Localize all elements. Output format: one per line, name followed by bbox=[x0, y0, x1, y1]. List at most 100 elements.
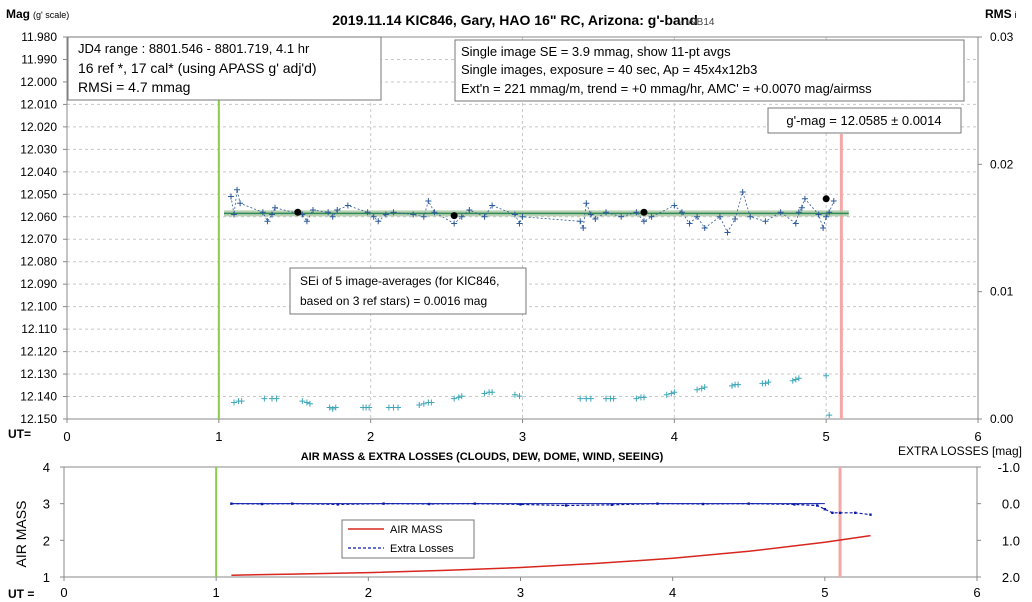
single-image-point bbox=[264, 218, 271, 225]
single-image-point bbox=[701, 225, 708, 231]
bottom-x-tick-label: 1 bbox=[213, 585, 220, 600]
top-y-tick-label: 12.090 bbox=[20, 277, 57, 291]
extra-losses-point bbox=[610, 503, 613, 506]
top-chart-version: - v9B14 bbox=[680, 17, 715, 28]
legend: AIR MASS Extra Losses bbox=[341, 519, 475, 559]
single-image-point bbox=[451, 220, 458, 227]
rms-point bbox=[306, 400, 313, 407]
rms-point bbox=[765, 379, 772, 386]
info-right-line-3: Ext'n = 221 mmag/m, trend = +0 mmag/hr, … bbox=[461, 81, 872, 96]
rms-point bbox=[735, 381, 742, 388]
single-image-point bbox=[603, 209, 610, 216]
top-x-tick-label: 5 bbox=[823, 429, 830, 444]
rms-point bbox=[451, 395, 458, 402]
top-x-tick-label: 1 bbox=[215, 429, 222, 444]
single-image-point bbox=[694, 213, 701, 220]
rms-point bbox=[823, 372, 830, 379]
single-image-point bbox=[648, 213, 655, 220]
bottom-x-tick-label: 2 bbox=[365, 585, 372, 600]
rms-point bbox=[792, 376, 799, 383]
legend-losses-label: Extra Losses bbox=[390, 543, 454, 555]
single-image-point bbox=[390, 209, 397, 216]
rms-point bbox=[273, 395, 280, 402]
top-x-axis-title: UT= bbox=[8, 427, 31, 441]
rms-point bbox=[701, 384, 708, 391]
single-image-point bbox=[795, 209, 802, 216]
average-point bbox=[450, 212, 458, 220]
single-image-point bbox=[420, 213, 427, 220]
top-y-tick-label: 12.150 bbox=[20, 412, 57, 426]
bottom-x-ticks: 0 1 2 3 4 5 6 bbox=[60, 577, 981, 600]
info-left-line-1: JD4 range : 8801.546 - 8801.719, 4.1 hr bbox=[78, 41, 310, 56]
single-image-point bbox=[587, 211, 594, 218]
top-y2-tick-label: 0.00 bbox=[990, 412, 1014, 426]
top-x-ticks: 0 1 2 3 4 5 6 bbox=[63, 419, 982, 444]
single-image-point bbox=[325, 209, 332, 216]
rms-point bbox=[329, 405, 336, 412]
info-right-line-2: Single images, exposure = 40 sec, Ap = 4… bbox=[461, 62, 757, 77]
bottom-y2-tick-label: -1.0 bbox=[998, 460, 1020, 475]
single-image-point bbox=[344, 202, 351, 209]
extra-losses-point bbox=[869, 513, 872, 516]
single-image-point bbox=[732, 216, 739, 223]
rms-point bbox=[326, 404, 333, 411]
rms-point bbox=[795, 375, 802, 382]
bottom-x-tick-label: 3 bbox=[517, 585, 524, 600]
rms-point bbox=[668, 390, 675, 397]
top-y-tick-label: 12.050 bbox=[20, 187, 57, 201]
single-image-point bbox=[577, 218, 584, 225]
rms-point bbox=[428, 399, 435, 406]
rms-point bbox=[458, 393, 465, 400]
gmag-value: g'-mag = 12.0585 ± 0.0014 bbox=[786, 113, 941, 128]
info-left-line-2: 16 ref *, 17 cal* (using APASS g' adj'd) bbox=[78, 60, 317, 76]
top-y2-tick-label: 0.01 bbox=[990, 285, 1014, 299]
rms-point bbox=[481, 390, 488, 397]
average-point bbox=[822, 195, 830, 203]
bottom-y-tick-label: 3 bbox=[43, 497, 50, 512]
sei-line-1: SEi of 5 image-averages (for KIC846, bbox=[300, 274, 499, 288]
single-image-point bbox=[231, 211, 238, 218]
single-image-point bbox=[519, 213, 526, 220]
bottom-y-tick-label: 1 bbox=[43, 570, 50, 585]
single-image-point bbox=[334, 207, 341, 214]
single-image-point bbox=[762, 218, 769, 225]
extra-losses-point bbox=[260, 502, 264, 506]
bottom-series bbox=[230, 502, 872, 576]
top-y2-tick-label: 0.03 bbox=[990, 30, 1014, 44]
extra-losses-point bbox=[336, 503, 340, 506]
bottom-y2-axis-title: EXTRA LOSSES [mag] bbox=[898, 444, 1022, 458]
top-y-tick-label: 12.030 bbox=[20, 142, 57, 156]
extra-losses-point bbox=[823, 507, 827, 511]
top-y2-axis-title: RMS i bbox=[985, 7, 1017, 21]
single-image-point bbox=[686, 220, 693, 227]
extra-losses-point bbox=[564, 504, 568, 507]
rms-point bbox=[303, 399, 310, 406]
top-x-tick-label: 3 bbox=[519, 429, 526, 444]
top-y-tick-label: 12.070 bbox=[20, 232, 57, 246]
top-x-tick-label: 6 bbox=[974, 429, 981, 444]
bottom-y2-ticks: -1.0 0.0 1.0 2.0 bbox=[977, 460, 1020, 585]
rms-point bbox=[694, 386, 701, 393]
single-image-point bbox=[227, 193, 234, 200]
bottom-y2-tick-label: 2.0 bbox=[1002, 570, 1020, 585]
extra-losses-point bbox=[519, 503, 522, 506]
bottom-y-tick-label: 2 bbox=[43, 533, 50, 548]
top-series bbox=[227, 186, 837, 419]
info-right-line-1: Single image SE = 3.9 mmag, show 11-pt a… bbox=[461, 44, 731, 59]
top-y-tick-label: 12.000 bbox=[20, 75, 57, 89]
single-image-point bbox=[234, 186, 241, 193]
extra-losses-point bbox=[747, 502, 750, 505]
bottom-y-axis-title: AIR MASS bbox=[13, 501, 29, 568]
top-y2-ticks: 0.03 0.02 0.01 0.00 bbox=[978, 30, 1014, 426]
extra-losses-point bbox=[291, 502, 294, 505]
single-image-point bbox=[309, 207, 316, 214]
single-image-point bbox=[640, 218, 647, 225]
single-image-point bbox=[375, 218, 382, 225]
top-x-tick-label: 0 bbox=[63, 429, 70, 444]
single-image-point bbox=[458, 213, 465, 220]
single-image-point bbox=[592, 216, 599, 223]
single-image-point bbox=[633, 209, 640, 216]
top-x-tick-label: 4 bbox=[671, 429, 678, 444]
extra-losses-point bbox=[428, 502, 431, 506]
